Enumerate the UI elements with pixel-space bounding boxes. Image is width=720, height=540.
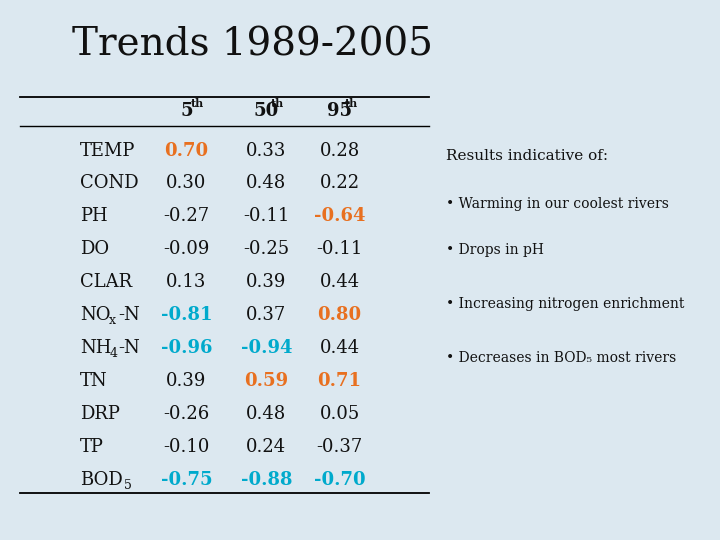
Text: • Decreases in BOD₅ most rivers: • Decreases in BOD₅ most rivers (446, 351, 676, 365)
Text: 0.37: 0.37 (246, 306, 287, 324)
Text: -0.09: -0.09 (163, 240, 210, 258)
Text: -0.11: -0.11 (316, 240, 363, 258)
Text: 0.48: 0.48 (246, 174, 287, 192)
Text: TEMP: TEMP (80, 141, 135, 159)
Text: 50: 50 (253, 102, 279, 120)
Text: 0.80: 0.80 (318, 306, 361, 324)
Text: -0.64: -0.64 (314, 207, 365, 225)
Text: 0.13: 0.13 (166, 273, 207, 291)
Text: BOD: BOD (80, 471, 122, 489)
Text: 0.70: 0.70 (164, 141, 209, 159)
Text: 0.39: 0.39 (166, 372, 207, 390)
Text: 5: 5 (180, 102, 193, 120)
Text: 0.48: 0.48 (246, 405, 287, 423)
Text: TN: TN (80, 372, 107, 390)
Text: -0.70: -0.70 (314, 471, 365, 489)
Text: PH: PH (80, 207, 107, 225)
Text: th: th (191, 98, 204, 109)
Text: 0.39: 0.39 (246, 273, 287, 291)
Text: th: th (344, 98, 358, 109)
Text: 0.24: 0.24 (246, 438, 287, 456)
Text: 0.05: 0.05 (320, 405, 360, 423)
Text: -0.81: -0.81 (161, 306, 212, 324)
Text: • Warming in our coolest rivers: • Warming in our coolest rivers (446, 197, 669, 211)
Text: CLAR: CLAR (80, 273, 132, 291)
Text: 0.28: 0.28 (320, 141, 360, 159)
Text: -N: -N (119, 306, 140, 324)
Text: 0.22: 0.22 (320, 174, 359, 192)
Text: 0.71: 0.71 (318, 372, 361, 390)
Text: -0.96: -0.96 (161, 339, 212, 357)
Text: x: x (109, 314, 116, 327)
Text: 95: 95 (327, 102, 352, 120)
Text: • Drops in pH: • Drops in pH (446, 243, 544, 257)
Text: -0.75: -0.75 (161, 471, 212, 489)
Text: 4: 4 (109, 347, 117, 360)
Text: DRP: DRP (80, 405, 120, 423)
Text: -0.26: -0.26 (163, 405, 210, 423)
Text: NO: NO (80, 306, 110, 324)
Text: Results indicative of:: Results indicative of: (446, 148, 608, 163)
Text: 0.33: 0.33 (246, 141, 287, 159)
Text: Trends 1989-2005: Trends 1989-2005 (73, 27, 433, 64)
Text: 5: 5 (124, 479, 132, 492)
Text: -0.10: -0.10 (163, 438, 210, 456)
Text: th: th (271, 98, 284, 109)
Text: 0.44: 0.44 (320, 273, 359, 291)
Text: -0.94: -0.94 (240, 339, 292, 357)
Text: -0.11: -0.11 (243, 207, 289, 225)
Text: -0.25: -0.25 (243, 240, 289, 258)
Text: 0.44: 0.44 (320, 339, 359, 357)
Text: NH: NH (80, 339, 112, 357)
Text: DO: DO (80, 240, 109, 258)
Text: -N: -N (119, 339, 140, 357)
Text: COND: COND (80, 174, 138, 192)
Text: 0.30: 0.30 (166, 174, 207, 192)
Text: -0.37: -0.37 (316, 438, 363, 456)
Text: -0.27: -0.27 (163, 207, 210, 225)
Text: TP: TP (80, 438, 104, 456)
Text: -0.88: -0.88 (240, 471, 292, 489)
Text: 0.59: 0.59 (244, 372, 289, 390)
Text: • Increasing nitrogen enrichment: • Increasing nitrogen enrichment (446, 297, 685, 311)
